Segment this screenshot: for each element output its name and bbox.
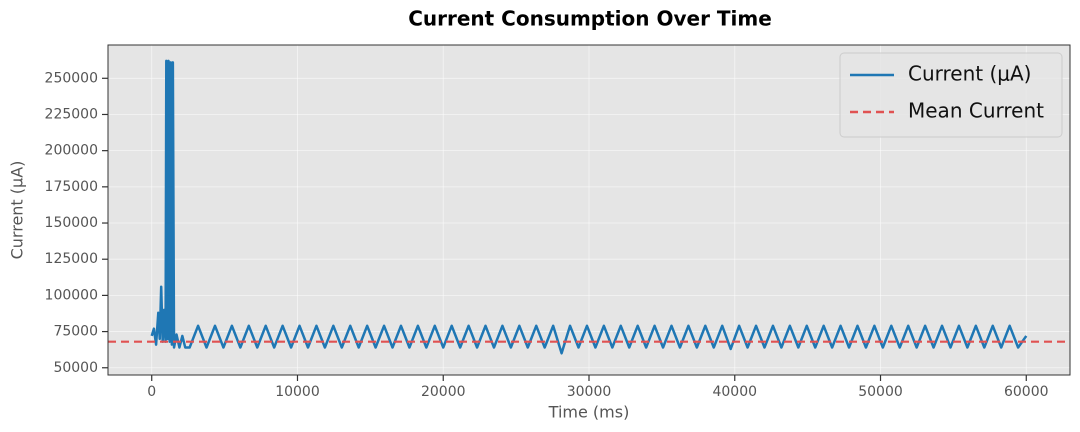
x-tick-label: 30000 (567, 384, 612, 400)
y-tick-label: 125000 (45, 251, 98, 267)
x-tick-label: 20000 (421, 384, 466, 400)
data-line (150, 59, 1028, 355)
x-tick-label: 0 (147, 384, 156, 400)
y-tick-label: 250000 (45, 70, 98, 86)
x-axis-label: Time (ms) (548, 403, 630, 422)
y-tick-label: 50000 (53, 360, 98, 376)
x-tick-label: 60000 (1004, 384, 1049, 400)
y-tick-label: 75000 (53, 324, 98, 340)
x-tick-label: 50000 (858, 384, 903, 400)
y-tick-label: 150000 (45, 215, 98, 231)
x-tick-label: 10000 (275, 384, 320, 400)
legend-box (839, 52, 1063, 138)
y-tick-label: 100000 (45, 287, 98, 303)
plot-frame (107, 44, 1071, 376)
chart-title: Current Consumption Over Time (408, 7, 772, 31)
y-tick-label: 225000 (45, 106, 98, 122)
x-tick-label: 40000 (712, 384, 757, 400)
y-tick-label: 175000 (45, 179, 98, 195)
y-axis-label: Current (μA) (8, 161, 27, 260)
y-tick-label: 200000 (45, 143, 98, 159)
legend: Current (μA) Mean Current (839, 52, 1063, 138)
legend-label: Current (μA) (908, 62, 1032, 86)
legend-label: Mean Current (908, 99, 1044, 123)
